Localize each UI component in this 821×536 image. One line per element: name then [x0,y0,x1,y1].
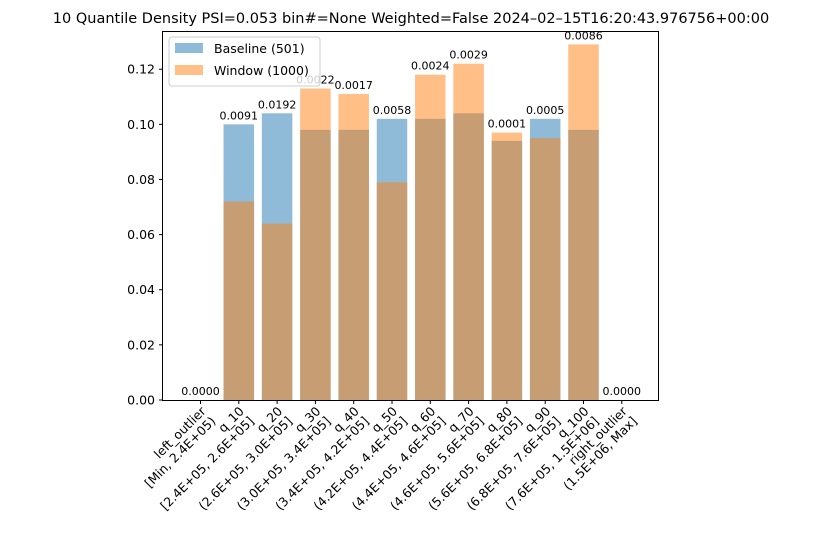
bar-series2-2 [261,223,293,400]
bar-value-label-8: 0.0001 [488,118,527,131]
plot-frame [162,31,659,401]
bar-series2-4 [338,94,369,401]
bar-series2-1 [223,201,255,400]
bar-series2-3 [300,88,331,400]
x-axis: left_outlier[Min, 2.4E+05)q_10[2.4E+05, … [132,400,640,513]
bar-value-label-1: 0.0091 [220,109,259,122]
legend-swatch-0 [175,43,203,53]
bar-series2-7 [453,63,484,400]
y-axis: 0.00 0.02 0.04 0.06 0.08 0.10 0.12 [127,62,163,408]
legend-swatch-1 [175,65,203,75]
bar-value-label-10: 0.0086 [564,29,603,42]
y-tick-label-6: 0.12 [127,62,155,77]
bar-value-label-2: 0.0192 [258,98,297,111]
chart-title: 10 Quantile Density PSI=0.053 bin#=None … [53,11,769,27]
bars-layer [223,44,599,401]
y-tick-label-1: 0.02 [127,337,155,352]
bar-labels-layer: 0.00000.00910.01920.00220.00170.00580.00… [181,29,641,398]
bar-series2-9 [529,138,561,400]
bar-value-label-5: 0.0058 [373,104,412,117]
y-tick-label-2: 0.04 [127,282,155,297]
bar-value-label-7: 0.0029 [449,49,488,62]
bar-series2-6 [415,74,446,400]
bar-value-label-0: 0.0000 [181,385,220,398]
bar-value-label-11: 0.0000 [603,385,642,398]
legend-label-1: Window (1000) [214,63,309,78]
legend: Baseline (501) Window (1000) [168,36,321,87]
x-tick-label-0: left_outlier[Min, 2.4E+05) [132,403,220,491]
bar-value-label-9: 0.0005 [526,104,565,117]
y-tick-label-3: 0.06 [127,227,155,242]
y-tick-label-0: 0.00 [127,393,155,408]
bar-series2-5 [376,182,408,400]
bar-value-label-4: 0.0017 [334,79,373,92]
bar-series2-10 [568,44,599,401]
legend-box [168,36,321,87]
legend-label-0: Baseline (501) [214,41,305,56]
bar-value-label-6: 0.0024 [411,60,450,73]
bar-series2-8 [491,132,523,401]
y-tick-label-4: 0.08 [127,172,155,187]
y-tick-label-5: 0.10 [127,117,155,132]
